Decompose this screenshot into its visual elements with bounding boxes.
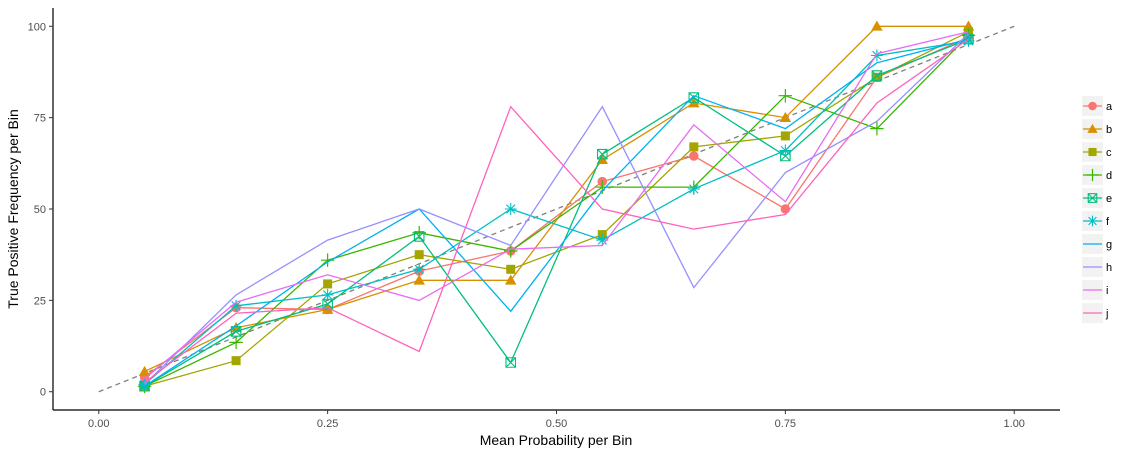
legend-label: a [1106,101,1113,113]
legend-item-c: c [1082,142,1112,162]
data-point-f [504,203,517,215]
series-line-h [144,33,969,385]
legend-label: j [1105,308,1108,320]
series-i [144,31,969,380]
data-point-f [230,299,243,312]
x-tick-label: 0.50 [546,418,567,430]
x-tick-label: 1.00 [1004,418,1025,430]
y-axis-title: True Positive Frequency per Bin [5,109,21,308]
x-tick-label: 0.25 [317,418,338,430]
legend-key-marker [1088,101,1097,111]
x-axis-title: Mean Probability per Bin [480,432,633,448]
series-layer [137,20,976,393]
data-point-f [779,144,792,157]
data-point-d [503,244,518,258]
data-point-b [779,111,792,122]
x-tick-label: 0.00 [88,418,109,430]
legend-label: g [1106,239,1112,251]
data-point-c [231,356,241,366]
series-h [144,33,969,385]
series-j [144,38,969,384]
data-point-c [506,264,516,274]
data-point-b [871,20,883,31]
y-tick-label: 75 [34,113,46,125]
legend-item-g: g [1082,234,1112,254]
legend-label: e [1106,193,1112,205]
legend-label: b [1106,124,1112,136]
y-tick-label: 100 [28,21,46,33]
data-point-e [413,231,425,242]
data-point-d [870,121,884,136]
data-point-e [871,70,883,81]
series-g [144,38,969,387]
legend-label: d [1106,170,1112,182]
data-point-d [229,335,243,350]
series-line-i [144,31,969,380]
data-point-a [689,151,699,161]
series-line-d [144,34,969,387]
data-point-c [872,72,882,82]
data-point-f [962,34,975,47]
legend-item-d: d [1082,165,1112,185]
series-line-e [144,38,969,387]
legend-key-marker [1087,215,1098,227]
data-point-f [413,263,426,276]
data-point-f [321,288,334,301]
data-point-b [413,274,425,285]
legend-key-marker [1088,147,1097,157]
data-point-d [778,88,793,103]
data-point-e [596,148,608,160]
data-point-f [596,234,609,247]
data-point-e [322,298,333,310]
series-f [138,34,975,391]
series-line-a [144,36,969,378]
legend-item-i: i [1082,280,1108,300]
data-point-e [505,357,517,368]
data-point-c [323,279,333,289]
y-tick-label: 50 [34,204,46,216]
y-tick-label: 0 [40,387,46,399]
data-point-e [688,92,700,103]
data-point-f [687,182,700,195]
data-point-c [414,250,424,260]
legend-item-j: j [1082,303,1108,323]
series-line-b [144,25,969,373]
x-tick-label: 0.75 [775,418,796,430]
x-ticks: 0.00 0.25 0.50 0.75 1.00 [88,410,1025,430]
legend-key-marker [1087,193,1098,203]
y-ticks: 0 25 50 75 100 [28,21,53,399]
y-tick-label: 25 [34,295,46,307]
legend-label: h [1106,262,1112,274]
legend-label: f [1106,216,1110,228]
series-line-j [144,38,969,384]
data-point-f [870,49,883,62]
data-point-a [780,204,791,214]
series-line-f [144,40,969,385]
data-point-c [780,131,790,141]
data-point-c [689,142,699,152]
data-point-b [138,365,151,376]
legend-item-e: e [1082,188,1112,208]
data-point-d [320,253,335,267]
legend-item-b: b [1082,119,1112,139]
series-e [139,33,974,392]
legend-item-h: h [1082,257,1112,277]
legend-item-a: a [1082,96,1113,116]
legend-label: c [1106,147,1112,159]
data-point-b [504,274,517,285]
legend-label: i [1106,285,1108,297]
series-line-g [144,38,969,387]
legend-item-f: f [1082,211,1110,231]
legend-key-marker [1086,168,1099,182]
legend-key-marker [1087,123,1098,133]
